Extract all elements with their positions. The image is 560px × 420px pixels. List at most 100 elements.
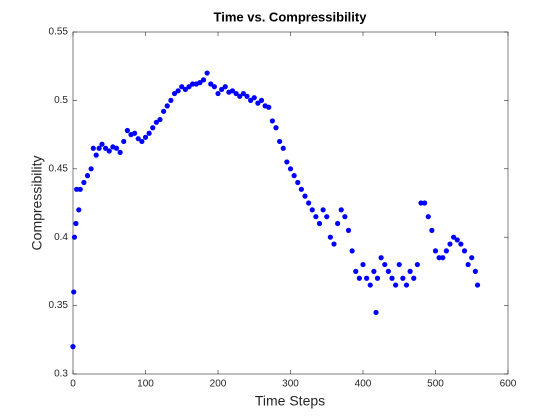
- point: [367, 282, 373, 288]
- point: [71, 234, 78, 240]
- point: [233, 90, 239, 97]
- point: [360, 261, 366, 268]
- point: [186, 84, 192, 90]
- point: [313, 214, 319, 220]
- point: [244, 93, 250, 99]
- point: [215, 90, 221, 97]
- point: [168, 97, 174, 103]
- point: [338, 207, 344, 213]
- point: [266, 104, 272, 110]
- point: [356, 275, 362, 281]
- point: [90, 145, 96, 151]
- point: [103, 145, 109, 151]
- point: [229, 88, 236, 94]
- point: [295, 179, 301, 186]
- point: [171, 90, 178, 97]
- point: [403, 282, 410, 288]
- point: [349, 248, 355, 254]
- point: [240, 90, 246, 97]
- point: [461, 248, 468, 254]
- point: [76, 207, 82, 213]
- point: [443, 248, 449, 254]
- point: [222, 84, 228, 90]
- y-tick-label: 0.45: [49, 163, 69, 174]
- point: [84, 173, 91, 179]
- point: [269, 118, 275, 124]
- point: [331, 241, 337, 247]
- y-axis-label: Compressibility: [29, 156, 45, 251]
- point: [385, 268, 391, 274]
- point: [74, 186, 80, 192]
- point: [320, 207, 326, 213]
- point: [113, 145, 120, 151]
- point: [164, 103, 170, 109]
- point: [208, 81, 214, 87]
- point: [414, 261, 420, 268]
- point: [70, 344, 76, 350]
- point: [117, 149, 123, 155]
- point: [219, 86, 225, 93]
- point: [277, 138, 283, 145]
- x-axis-label: Time Steps: [255, 393, 325, 409]
- x-tick-label: 500: [427, 379, 444, 390]
- point: [255, 100, 261, 106]
- x-tick-label: 600: [500, 379, 517, 390]
- point: [327, 234, 333, 240]
- point: [298, 186, 304, 192]
- point: [182, 86, 188, 93]
- point: [287, 166, 294, 172]
- point: [335, 220, 341, 227]
- point: [280, 145, 286, 151]
- axes-box: [72, 31, 509, 375]
- point: [411, 275, 417, 281]
- point: [474, 282, 481, 288]
- point: [248, 97, 254, 103]
- point: [273, 125, 279, 131]
- point: [454, 237, 460, 243]
- point: [135, 136, 141, 142]
- point: [345, 227, 352, 233]
- y-tick-label: 0.55: [49, 27, 69, 38]
- point: [132, 130, 138, 136]
- point: [200, 77, 207, 83]
- x-tick-label: 0: [70, 379, 76, 390]
- point: [447, 241, 453, 247]
- point: [451, 234, 457, 240]
- y-tick-label: 0.4: [54, 232, 68, 243]
- point: [284, 159, 290, 165]
- point: [153, 119, 159, 125]
- point: [81, 179, 87, 186]
- point: [324, 214, 330, 220]
- point: [99, 141, 105, 147]
- point: [73, 220, 79, 227]
- point: [190, 81, 196, 87]
- point: [309, 207, 315, 213]
- point: [77, 186, 83, 192]
- point: [418, 200, 424, 206]
- point: [373, 309, 379, 316]
- point: [96, 145, 102, 151]
- point: [139, 138, 145, 145]
- point: [291, 173, 297, 179]
- x-tick-label: 300: [282, 379, 299, 390]
- point: [422, 200, 428, 206]
- point: [469, 255, 475, 261]
- y-tick-label: 0.3: [54, 369, 68, 380]
- point: [371, 268, 377, 274]
- point: [124, 127, 130, 134]
- point: [436, 255, 442, 261]
- point: [364, 275, 370, 281]
- point: [88, 166, 94, 172]
- point: [407, 268, 413, 274]
- point: [237, 93, 243, 99]
- point: [425, 214, 431, 220]
- point: [393, 282, 399, 288]
- point: [142, 134, 149, 140]
- x-tick-label: 200: [210, 379, 227, 390]
- point: [146, 130, 152, 136]
- point: [157, 116, 163, 123]
- point: [465, 261, 471, 268]
- point: [374, 275, 381, 281]
- x-tick-label: 100: [137, 379, 154, 390]
